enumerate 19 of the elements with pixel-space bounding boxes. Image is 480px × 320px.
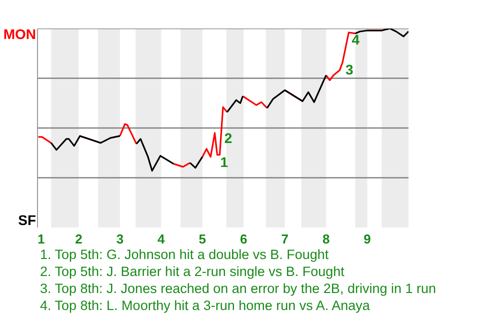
annotation: 4 bbox=[352, 31, 360, 48]
text: 4. Top 8th: L. Moorthy hit a 3-run home run vs A. Anaya bbox=[40, 298, 370, 313]
text: 2. Top 5th: J. Barrier hit a 2-run single vs B. Fought bbox=[40, 264, 344, 279]
x-tick-label: 9 bbox=[364, 232, 371, 246]
x-tick-label: 5 bbox=[198, 232, 206, 246]
x-tick-label: 8 bbox=[322, 232, 330, 246]
x-tick-label: 2 bbox=[75, 232, 82, 246]
text: 1. Top 5th: G. Johnson hit a double vs B. Fought bbox=[40, 247, 329, 262]
annotation: 3 bbox=[346, 61, 354, 78]
annotation: 2 bbox=[224, 130, 232, 146]
text: 3. Top 8th: J. Jones reached on an error by the 2B, driving in 1 run bbox=[40, 281, 436, 296]
x-tick-label: 4 bbox=[158, 232, 166, 246]
x-tick-label: 3 bbox=[116, 232, 124, 246]
x-tick-label: 6 bbox=[240, 232, 248, 246]
x-tick-label: 7 bbox=[281, 232, 288, 246]
x-tick-label: 1 bbox=[38, 232, 45, 246]
annotation: 1 bbox=[220, 154, 228, 170]
text: SF bbox=[18, 211, 36, 230]
text: MON bbox=[3, 25, 36, 44]
